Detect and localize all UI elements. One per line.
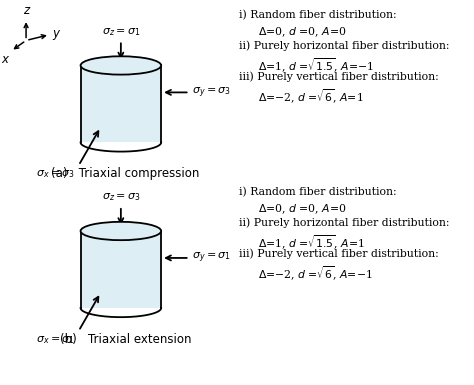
Text: y: y [53,27,60,40]
Text: ii) Purely horizontal fiber distribution:: ii) Purely horizontal fiber distribution… [239,218,450,228]
Text: i) Random fiber distribution:: i) Random fiber distribution: [239,187,397,197]
Text: $\Delta$=0, $d$ =0, $A$=0: $\Delta$=0, $d$ =0, $A$=0 [258,203,347,216]
Text: $\sigma_z = \sigma_1$: $\sigma_z = \sigma_1$ [102,26,140,38]
Text: iii) Purely vertical fiber distribution:: iii) Purely vertical fiber distribution: [239,248,439,259]
Text: i) Random fiber distribution:: i) Random fiber distribution: [239,10,397,20]
Text: (a)   Triaxial compression: (a) Triaxial compression [51,167,200,180]
Ellipse shape [81,56,161,75]
Text: $\Delta$=−2, $d$ =$\sqrt{6}$, $A$=1: $\Delta$=−2, $d$ =$\sqrt{6}$, $A$=1 [258,87,364,105]
Bar [81,65,161,142]
Text: $\sigma_z = \sigma_3$: $\sigma_z = \sigma_3$ [101,191,140,203]
Text: iii) Purely vertical fiber distribution:: iii) Purely vertical fiber distribution: [239,71,439,82]
Ellipse shape [81,222,161,240]
Text: $\sigma_x = \sigma_1$: $\sigma_x = \sigma_1$ [36,334,75,346]
Text: x: x [1,53,9,66]
Text: $\Delta$=1, $d$ =$\sqrt{1.5}$, $A$=1: $\Delta$=1, $d$ =$\sqrt{1.5}$, $A$=1 [258,234,365,252]
Text: z: z [23,3,29,17]
Text: $\sigma_x = \sigma_3$: $\sigma_x = \sigma_3$ [36,169,75,181]
Text: $\sigma_y = \sigma_1$: $\sigma_y = \sigma_1$ [192,251,231,265]
Text: $\Delta$=0, $d$ =0, $A$=0: $\Delta$=0, $d$ =0, $A$=0 [258,26,347,39]
Text: ii) Purely horizontal fiber distribution:: ii) Purely horizontal fiber distribution… [239,40,450,51]
Text: $\sigma_y = \sigma_3$: $\sigma_y = \sigma_3$ [192,85,231,100]
Bar [81,231,161,308]
Text: $\Delta$=−2, $d$ =$\sqrt{6}$, $A$=−1: $\Delta$=−2, $d$ =$\sqrt{6}$, $A$=−1 [258,264,373,283]
Text: $\Delta$=1, $d$ =$\sqrt{1.5}$, $A$=−1: $\Delta$=1, $d$ =$\sqrt{1.5}$, $A$=−1 [258,57,374,75]
Text: (b)   Triaxial extension: (b) Triaxial extension [60,333,191,346]
